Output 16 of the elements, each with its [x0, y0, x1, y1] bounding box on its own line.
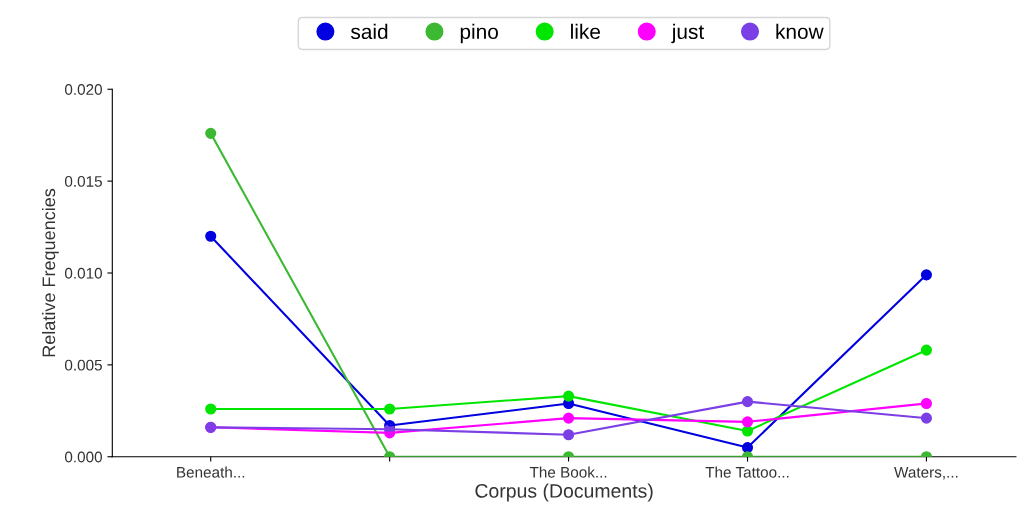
y-axis-title: Relative Frequencies [41, 188, 59, 357]
x-tick-label: The Book... [529, 466, 607, 478]
legend-label: like [571, 23, 600, 40]
legend-label: pino [460, 23, 498, 44]
legend-label: know [776, 23, 824, 40]
legend-label: said [350, 23, 388, 40]
x-tick-label: Waters,... [894, 467, 958, 480]
legend-label: just [671, 23, 705, 44]
x-tick-label: Beneath... [177, 466, 245, 478]
y-tick-label: 0.000 [64, 451, 102, 463]
y-tick-label: 0.005 [64, 359, 102, 371]
y-tick-label: 0.020 [64, 84, 102, 95]
y-tick-label: 0.010 [64, 267, 102, 279]
x-tick-label: The Tattoo... [705, 466, 789, 478]
x-axis-title: Corpus (Documents) [475, 483, 653, 502]
y-tick-label: 0.015 [64, 175, 102, 187]
